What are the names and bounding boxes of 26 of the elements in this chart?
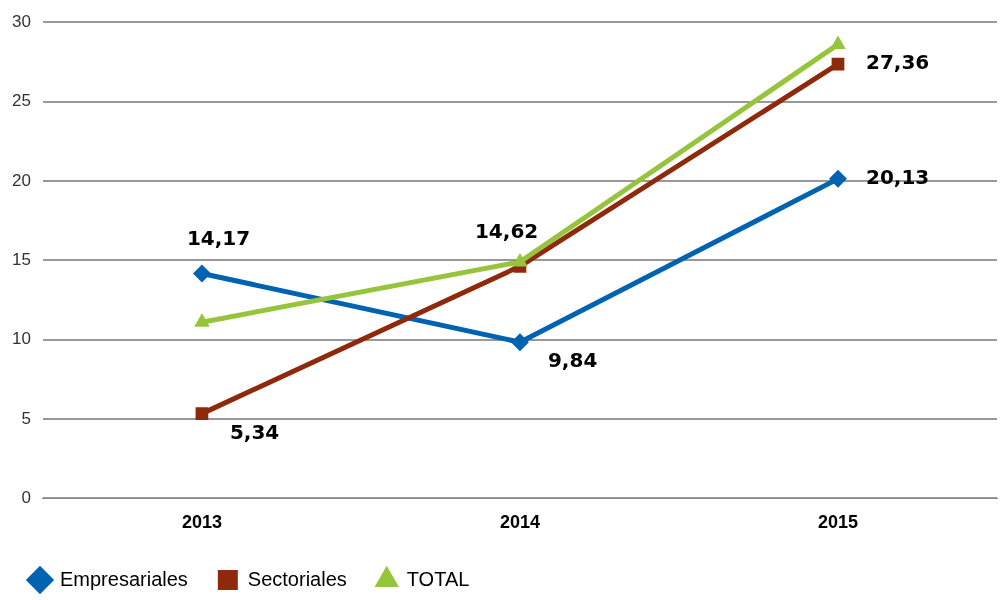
legend-label: TOTAL [406,567,470,590]
y-tick-label: 15 [11,249,31,269]
legend-label: Empresariales [60,567,188,590]
y-tick-label: 10 [11,329,31,349]
y-tick-label: 5 [21,408,31,428]
point [828,169,847,188]
data-label: 14,62 [474,218,539,243]
y-tick-label: 30 [11,11,31,31]
y-tick-label: 0 [21,488,31,508]
point [194,313,210,327]
data-label: 5,34 [229,419,280,444]
point [830,35,846,49]
data-label: 9,84 [547,348,598,373]
point [512,252,528,267]
data-label: 14,17 [186,225,251,250]
data-label: 27,36 [865,50,930,75]
x-tick-label: 2014 [499,512,540,533]
x-tick-label: 2013 [181,512,222,533]
point [195,407,209,420]
point [192,264,211,283]
y-tick-label: 25 [11,91,31,111]
y-tick-label: 20 [11,170,31,190]
legend-label: Sectoriales [247,567,347,590]
point [510,333,529,352]
data-label: 20,13 [865,165,930,190]
x-tick-label: 2015 [817,512,859,533]
